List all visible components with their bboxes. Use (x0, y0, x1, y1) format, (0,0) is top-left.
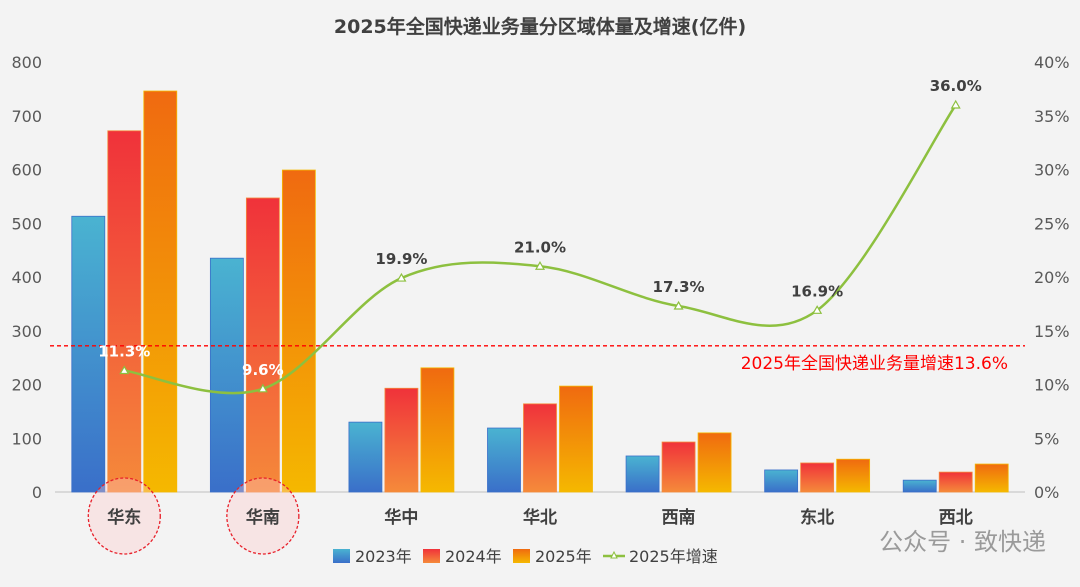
category-label: 华中 (384, 507, 418, 528)
legend-label: 2025年增速 (629, 547, 718, 566)
bar-2023年-西北 (902, 479, 937, 493)
category-label: 西南 (662, 507, 696, 528)
growth-point-marker (396, 272, 407, 282)
growth-data-label: 17.3% (653, 278, 705, 296)
bar-2024年-东北 (800, 462, 835, 493)
bar-2023年-华南 (209, 257, 244, 493)
legend-swatch-2024年 (423, 549, 440, 563)
right-axis-tick: 35% (1034, 107, 1070, 126)
growth-data-label: 19.9% (375, 250, 427, 268)
growth-point-marker (812, 305, 823, 314)
left-axis-tick: 600 (11, 161, 42, 180)
bar-2023年-东北 (764, 469, 799, 493)
highlight-ellipse (226, 477, 300, 555)
bar-2025年-华南 (281, 169, 316, 493)
growth-data-label: 11.3% (98, 343, 150, 361)
category-label: 西北 (939, 508, 973, 528)
legend-swatch-2023年 (333, 549, 350, 563)
bar-2024年-华中 (384, 387, 419, 493)
left-axis-tick: 500 (11, 214, 42, 233)
left-axis-tick: 200 (11, 376, 42, 395)
watermark-text: 公众号 · 致快递 (879, 528, 1046, 556)
left-axis-tick: 300 (11, 322, 42, 341)
bar-2025年-西南 (697, 432, 732, 493)
category-label: 华南 (246, 507, 280, 528)
bar-2024年-华北 (523, 403, 557, 493)
bar-2025年-华中 (420, 367, 455, 493)
bar-2024年-西南 (661, 441, 696, 493)
bar-2024年-华南 (245, 197, 280, 493)
right-axis-tick: 40% (1034, 53, 1070, 72)
left-axis-tick: 0 (32, 483, 42, 502)
bar-2023年-西南 (625, 455, 660, 493)
bar-2025年-西北 (974, 463, 1009, 493)
growth-point-marker (534, 261, 546, 270)
left-axis-tick: 800 (11, 53, 42, 72)
right-axis-tick: 0% (1034, 483, 1059, 502)
right-axis-tick: 15% (1034, 322, 1070, 341)
right-axis-tick: 20% (1034, 268, 1070, 287)
legend-swatch-2025年 (513, 549, 530, 563)
chart-title: 2025年全国快递业务量分区域体量及增速(亿件) (333, 16, 747, 38)
legend-label: 2024年 (445, 547, 502, 566)
growth-data-label: 36.0% (930, 77, 982, 95)
growth-point-marker (257, 383, 268, 393)
legend-label: 2023年 (355, 547, 412, 566)
growth-point-marker (950, 99, 961, 109)
bar-2024年-华东 (107, 130, 142, 493)
legend-marker (610, 550, 618, 559)
category-label: 华北 (523, 507, 557, 528)
growth-data-label: 16.9% (791, 282, 843, 300)
bar-2024年-西北 (938, 471, 973, 493)
bar-2025年-东北 (836, 458, 871, 493)
right-axis-tick: 5% (1034, 429, 1059, 448)
right-axis-tick: 30% (1034, 161, 1070, 180)
left-axis-tick: 100 (11, 429, 42, 448)
bar-2025年-华北 (559, 385, 593, 493)
bar-2025年-华东 (143, 90, 178, 493)
reference-line-label: 2025年全国快递业务量增速13.6% (741, 354, 1008, 374)
bar-2023年-华东 (71, 215, 106, 493)
bar-2023年-华北 (487, 427, 521, 493)
growth-data-label: 9.6% (242, 361, 284, 379)
right-axis-tick: 10% (1034, 376, 1070, 395)
growth-point-marker (119, 365, 130, 375)
bar-2023年-华中 (348, 421, 383, 493)
growth-data-label: 21.0% (514, 238, 566, 256)
left-axis-tick: 700 (11, 107, 42, 126)
left-axis-tick: 400 (11, 268, 42, 287)
growth-point-marker (673, 300, 684, 310)
right-axis-tick: 25% (1034, 214, 1070, 233)
highlight-ellipse (87, 477, 161, 555)
category-label: 华东 (107, 507, 141, 528)
category-label: 东北 (800, 507, 834, 528)
legend-label: 2025年 (535, 547, 592, 566)
